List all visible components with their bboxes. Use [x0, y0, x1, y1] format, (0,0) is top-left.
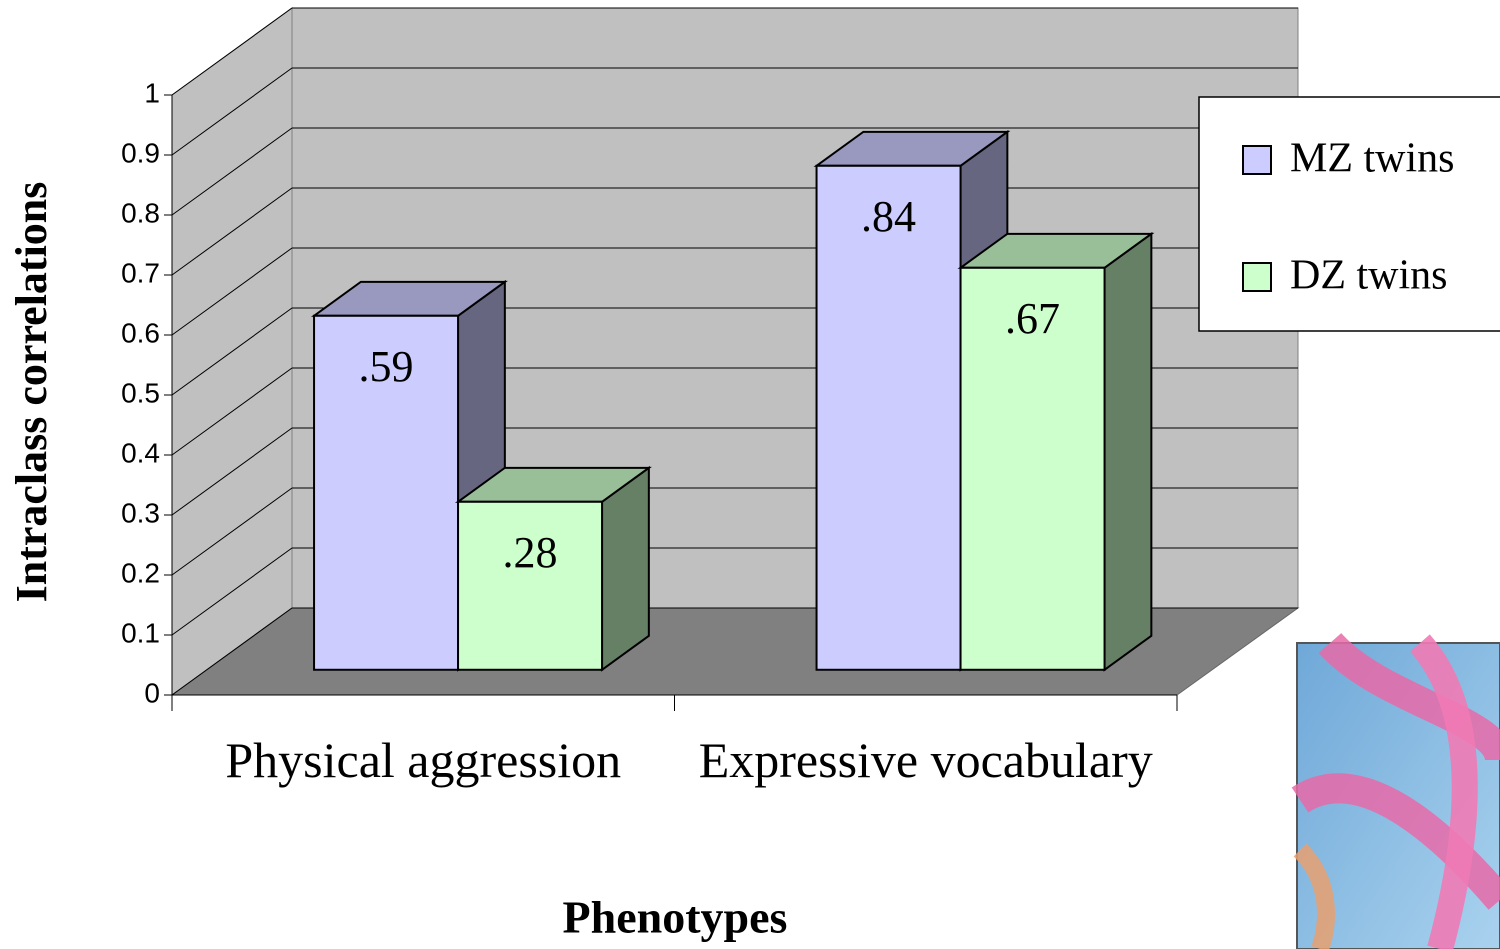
y-tick-label: 0.9: [121, 137, 160, 168]
legend-swatch: [1243, 263, 1271, 291]
y-tick-label: 1: [144, 77, 160, 108]
bar-side: [602, 468, 649, 670]
legend-label: DZ twins: [1290, 253, 1448, 299]
y-tick-label: 0.7: [121, 257, 160, 288]
y-tick-label: 0.4: [121, 437, 160, 468]
bar: [817, 166, 961, 670]
legend: MZ twins DZ twins: [1199, 97, 1500, 331]
page: 0 0.1 0.2 0.3 0.4 0.5 0.6 0.7 0.8 0.9 1 .59 .28 .84 .6…: [0, 0, 1500, 949]
y-tick-label: 0.1: [121, 617, 160, 648]
value-label: .59: [359, 342, 414, 391]
y-tick-label: 0: [144, 677, 160, 708]
x-tick-label: Expressive vocabulary: [681, 724, 1171, 796]
y-tick-label: 0.3: [121, 497, 160, 528]
y-tick-label: 0.2: [121, 557, 160, 588]
x-tick-label: Physical aggression: [178, 724, 668, 796]
y-axis-title: Intraclass correlations: [7, 182, 56, 603]
legend-label: MZ twins: [1290, 136, 1455, 182]
y-tick-label: 0.5: [121, 377, 160, 408]
bar-side: [1105, 234, 1152, 670]
x-axis-title: Phenotypes: [563, 892, 788, 943]
dna-picture: [1297, 643, 1500, 949]
value-label: .84: [861, 192, 916, 241]
legend-swatch: [1243, 146, 1271, 174]
y-tick-label: 0.6: [121, 317, 160, 348]
chart: 0 0.1 0.2 0.3 0.4 0.5 0.6 0.7 0.8 0.9 1 .59 .28 .84 .6…: [0, 0, 1500, 949]
y-tick-label: 0.8: [121, 197, 160, 228]
value-label: .28: [503, 528, 558, 577]
value-label: .67: [1005, 294, 1060, 343]
